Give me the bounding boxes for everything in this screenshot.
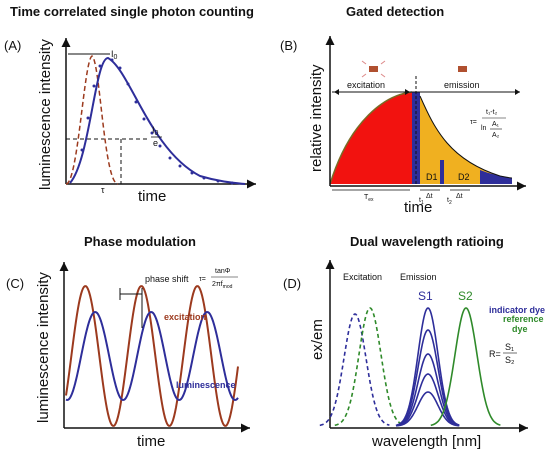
panel-b-tail-fill (480, 170, 512, 184)
panel-b-t2-label: t2 (447, 197, 452, 206)
panel-b-emission-label: emission (444, 80, 480, 90)
panel-a-decay-curve (69, 56, 246, 185)
emission-indicator-curve-1 (395, 307, 460, 427)
panel-a: Time correlated single photon counting (… (4, 4, 256, 205)
panel-d-label: (D) (283, 276, 301, 291)
svg-text:tanΦ: tanΦ (215, 268, 231, 275)
panel-d-ratio-formula: R= S₁ S₂ (489, 342, 517, 365)
panel-b-tex-label: Tex (364, 194, 374, 203)
panel-d-ylabel: ex/em (309, 319, 326, 360)
panel-d-dye-label: dye (512, 324, 528, 334)
panel-b-d1-label: D1 (426, 172, 438, 182)
panel-a-tau-label: τ (101, 185, 105, 195)
panel-b: Gated detection (B) relative intensity t… (280, 4, 526, 216)
svg-text:τ=: τ= (470, 119, 477, 126)
panel-b-decay-curve (419, 95, 513, 179)
panel-b-excitation-label: excitation (347, 80, 385, 90)
panel-a-ie-num: I0 (152, 125, 159, 137)
panel-d-excitation-label: Excitation (343, 272, 382, 282)
panel-b-tau-formula: τ= t₁-t₂ ln A₁ A₂ (470, 109, 506, 139)
svg-text:A₂: A₂ (492, 132, 500, 139)
panel-d-s2-label: S2 (458, 289, 473, 303)
panel-c-luminescence-label: luminescence (176, 380, 236, 390)
panel-a-title: Time correlated single photon counting (10, 4, 254, 19)
panel-c-label: (C) (6, 276, 24, 291)
emission-indicator-curve-4 (395, 373, 460, 427)
panel-c-tau-formula: τ= tanΦ 2πfmod (199, 268, 238, 290)
svg-text:S₂: S₂ (505, 355, 515, 365)
panel-b-t1-label: t1 (419, 197, 424, 206)
panel-b-label: (B) (280, 38, 297, 53)
excitation-indicator-curve (319, 313, 390, 427)
lamp-off-icon (458, 66, 467, 72)
emission-indicator-curve-3 (395, 353, 460, 427)
panel-b-d2-label: D2 (458, 172, 470, 182)
panel-d-s1-label: S1 (418, 289, 433, 303)
panel-a-excitation-curve (65, 55, 119, 185)
emission-indicator-curve-5 (395, 391, 460, 427)
panel-a-ylabel: luminescence intensity (37, 39, 54, 190)
panel-d-reference-label: reference (503, 314, 544, 324)
panel-b-dt2-label: Δt (456, 193, 463, 200)
svg-text:t₁-t₂: t₁-t₂ (486, 109, 498, 116)
panel-c-excitation-label: excitation (164, 312, 206, 322)
panel-d-title: Dual wavelength ratioing (350, 234, 504, 249)
panel-b-title: Gated detection (346, 4, 444, 19)
panel-b-rise-curve (329, 91, 413, 185)
emission-reference-curve (430, 307, 501, 427)
svg-text:R=: R= (489, 349, 501, 359)
svg-text:S₁: S₁ (505, 342, 514, 352)
svg-text:A₁: A₁ (492, 121, 500, 128)
svg-text:τ=: τ= (199, 276, 206, 283)
lamp-on-icon (361, 60, 386, 78)
panel-a-label: (A) (4, 38, 21, 53)
panel-c-ylabel: luminescence intensity (35, 272, 52, 423)
excitation-reference-curve (334, 307, 405, 427)
panel-d-indicator-label: indicator dye (489, 305, 545, 315)
panel-c: Phase modulation (C) luminescence intens… (6, 234, 250, 450)
panel-d: Dual wavelength ratioing (D) ex/em wavel… (283, 234, 545, 450)
panel-b-excitation-fill (330, 92, 412, 184)
panel-d-xlabel: wavelength [nm] (371, 433, 481, 450)
panel-a-ie-den: e (153, 138, 158, 148)
panel-a-i0-label: I0 (111, 49, 118, 61)
svg-text:2πfmod: 2πfmod (212, 281, 233, 290)
panel-c-title: Phase modulation (84, 234, 196, 249)
svg-text:ln: ln (481, 125, 487, 132)
panel-c-xlabel: time (137, 433, 165, 450)
panel-b-ylabel: relative intensity (308, 64, 325, 172)
panel-a-xlabel: time (138, 188, 166, 205)
panel-c-luminescence-wave (65, 310, 239, 402)
panel-b-dt1-label: Δt (426, 193, 433, 200)
panel-c-excitation-wave (65, 285, 239, 427)
emission-indicator-curve-2 (395, 329, 460, 427)
panel-a-data-points (80, 58, 234, 185)
panel-d-spectra (319, 307, 501, 427)
panel-b-xlabel: time (404, 199, 432, 216)
panel-d-emission-label: Emission (400, 272, 437, 282)
panel-c-phase-label: phase shift (145, 274, 189, 284)
panel-b-gap-bar (440, 160, 444, 184)
